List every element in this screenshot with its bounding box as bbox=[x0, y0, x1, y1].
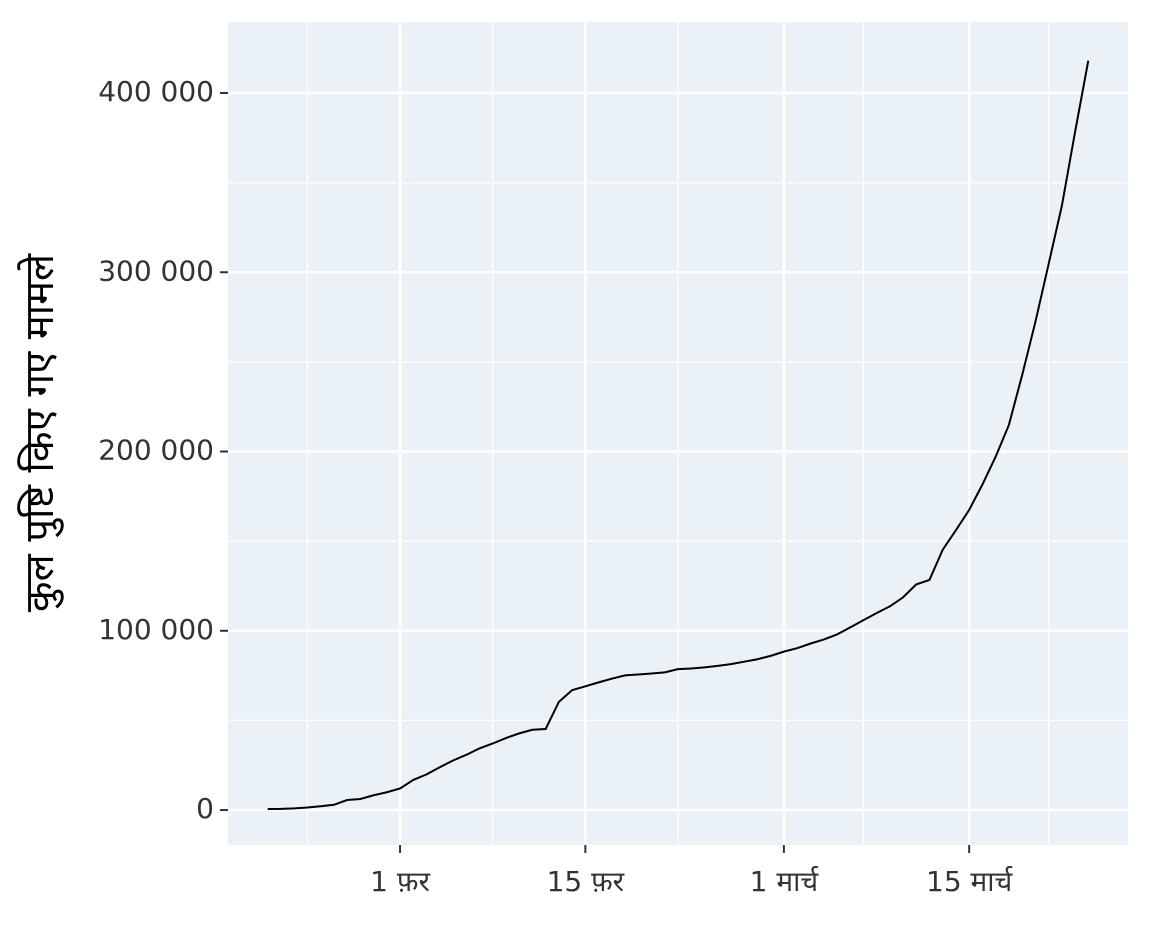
line bbox=[267, 60, 1090, 811]
x-tick-label: 15 मार्च bbox=[926, 865, 1014, 898]
y-tick-label: 100 000 bbox=[98, 613, 214, 646]
y-tick-label: 300 000 bbox=[98, 254, 214, 287]
x-tick-label: 1 मार्च bbox=[750, 865, 820, 898]
y-tick-label: 0 bbox=[196, 792, 214, 825]
x-tick-label: 1 फ़र bbox=[370, 865, 430, 898]
y-tick-label: 200 000 bbox=[98, 434, 214, 467]
y-axis-label: कुल पुष्टि किए गए मामले bbox=[17, 253, 64, 612]
y-tick-label: 400 000 bbox=[98, 75, 214, 108]
x-tick-label: 15 फ़र bbox=[547, 865, 625, 898]
